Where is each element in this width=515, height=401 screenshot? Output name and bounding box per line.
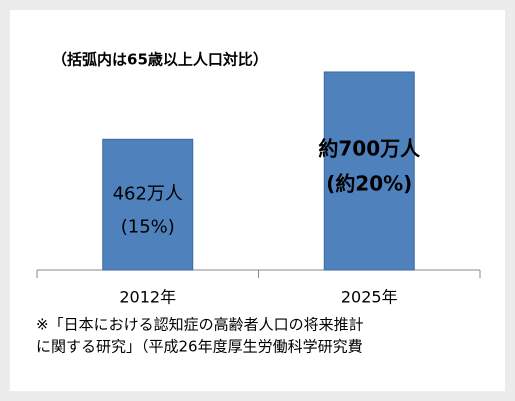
footnote: ※「日本における認知症の高齢者人口の将来推計 xyxy=(36,316,364,334)
bar xyxy=(102,138,194,271)
panel xyxy=(10,10,505,391)
value-label: 約700万人 xyxy=(318,136,421,160)
x-tick-label: 2012年 xyxy=(119,288,176,307)
x-tick-label: 2025年 xyxy=(341,288,398,307)
bar xyxy=(323,71,415,271)
footnote: に関する研究」（平成26年度厚生労働科学研究費 xyxy=(36,338,363,356)
subtitle: （括弧内は65歳以上人口対比） xyxy=(52,51,268,69)
share-label: (15%) xyxy=(121,216,175,237)
share-label: (約20%) xyxy=(326,171,412,195)
value-label: 462万人 xyxy=(113,183,183,204)
